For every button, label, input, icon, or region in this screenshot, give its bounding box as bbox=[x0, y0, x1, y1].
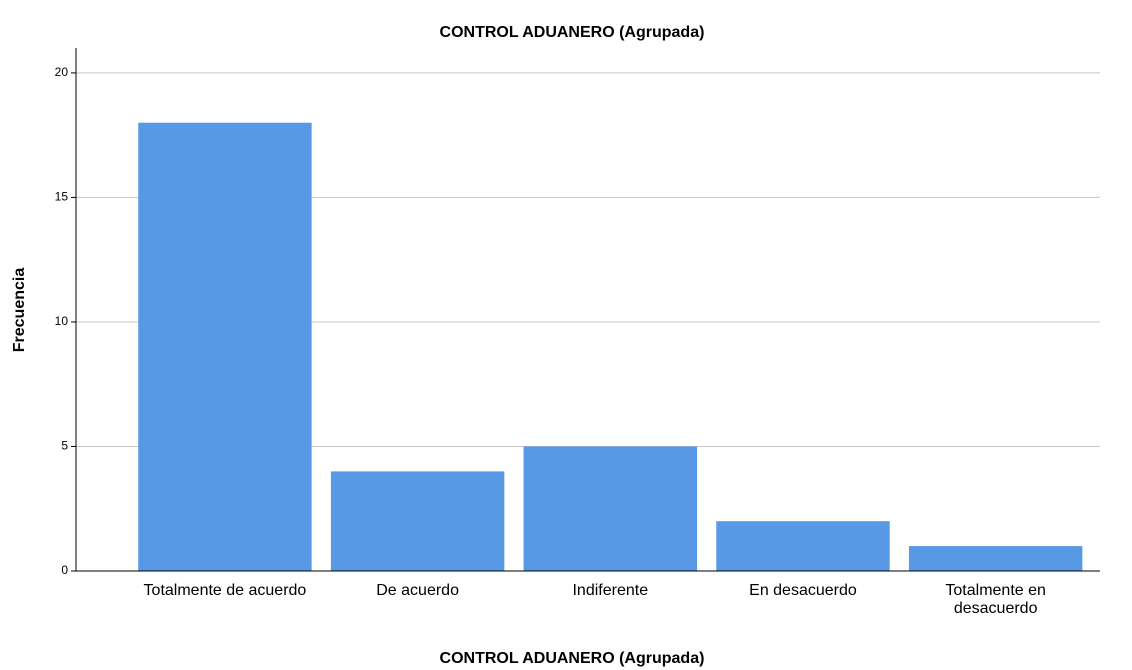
bar bbox=[138, 122, 312, 571]
x-tick-label: De acuerdo bbox=[376, 582, 459, 599]
y-tick-label: 15 bbox=[55, 190, 69, 204]
y-tick-label: 20 bbox=[55, 65, 69, 79]
bar bbox=[523, 446, 698, 571]
y-axis-title: Frecuencia bbox=[11, 268, 28, 353]
x-tick-label: En desacuerdo bbox=[749, 582, 857, 599]
chart-title: CONTROL ADUANERO (Agrupada) bbox=[440, 24, 705, 41]
y-tick-label: 10 bbox=[55, 314, 69, 328]
y-tick-label: 5 bbox=[61, 439, 68, 453]
y-tick-label: 0 bbox=[61, 563, 68, 577]
x-tick-label: Totalmente de acuerdo bbox=[143, 582, 307, 599]
bar bbox=[330, 471, 505, 571]
bar bbox=[716, 521, 890, 571]
x-tick-label: Indiferente bbox=[572, 582, 649, 599]
bar bbox=[908, 546, 1083, 571]
x-axis-title: CONTROL ADUANERO (Agrupada) bbox=[440, 650, 705, 667]
x-tick-label: Totalmente en desacuerdo bbox=[945, 582, 1046, 617]
